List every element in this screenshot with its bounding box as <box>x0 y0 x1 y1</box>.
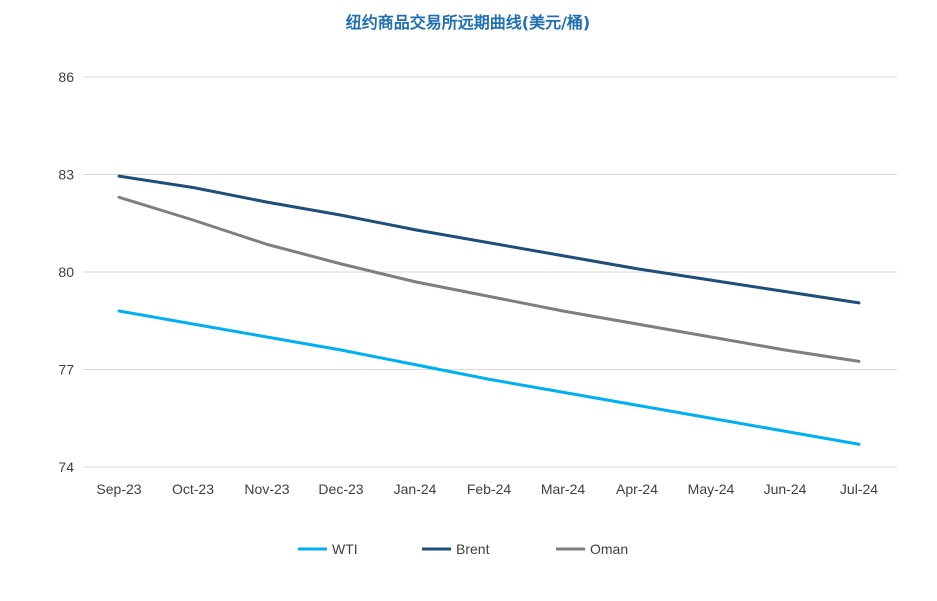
series-line-wti <box>117 309 861 446</box>
x-axis-ticks: Sep-23 Oct-23 Nov-23 Dec-23 Jan-24 Feb-24 Mar-… <box>96 481 878 497</box>
x-tick-label: Jun-24 <box>764 481 807 497</box>
series-lines <box>117 174 861 446</box>
y-tick-label: 80 <box>58 264 74 280</box>
legend-label-brent: Brent <box>456 541 490 557</box>
series-line-oman <box>117 195 861 363</box>
x-tick-label: Nov-23 <box>244 481 289 497</box>
gridlines <box>83 76 897 468</box>
x-tick-label: Oct-23 <box>172 481 214 497</box>
x-tick-label: Sep-23 <box>96 481 141 497</box>
legend: WTI Brent Oman <box>298 541 628 557</box>
x-tick-label: May-24 <box>688 481 735 497</box>
y-tick-label: 74 <box>58 459 74 475</box>
x-tick-label: Dec-23 <box>318 481 363 497</box>
series-line-brent <box>117 174 861 305</box>
x-tick-label: Apr-24 <box>616 481 658 497</box>
x-tick-label: Jan-24 <box>394 481 437 497</box>
chart-title: 纽约商品交易所远期曲线(美元/桶) <box>346 13 590 32</box>
y-tick-label: 83 <box>58 167 74 183</box>
y-tick-label: 77 <box>58 362 74 378</box>
x-tick-label: Jul-24 <box>840 481 878 497</box>
legend-label-wti: WTI <box>332 541 358 557</box>
x-tick-label: Feb-24 <box>467 481 512 497</box>
y-axis-ticks: 86 83 80 77 74 <box>58 69 74 475</box>
y-tick-label: 86 <box>58 69 74 85</box>
x-tick-label: Mar-24 <box>541 481 586 497</box>
legend-label-oman: Oman <box>590 541 628 557</box>
